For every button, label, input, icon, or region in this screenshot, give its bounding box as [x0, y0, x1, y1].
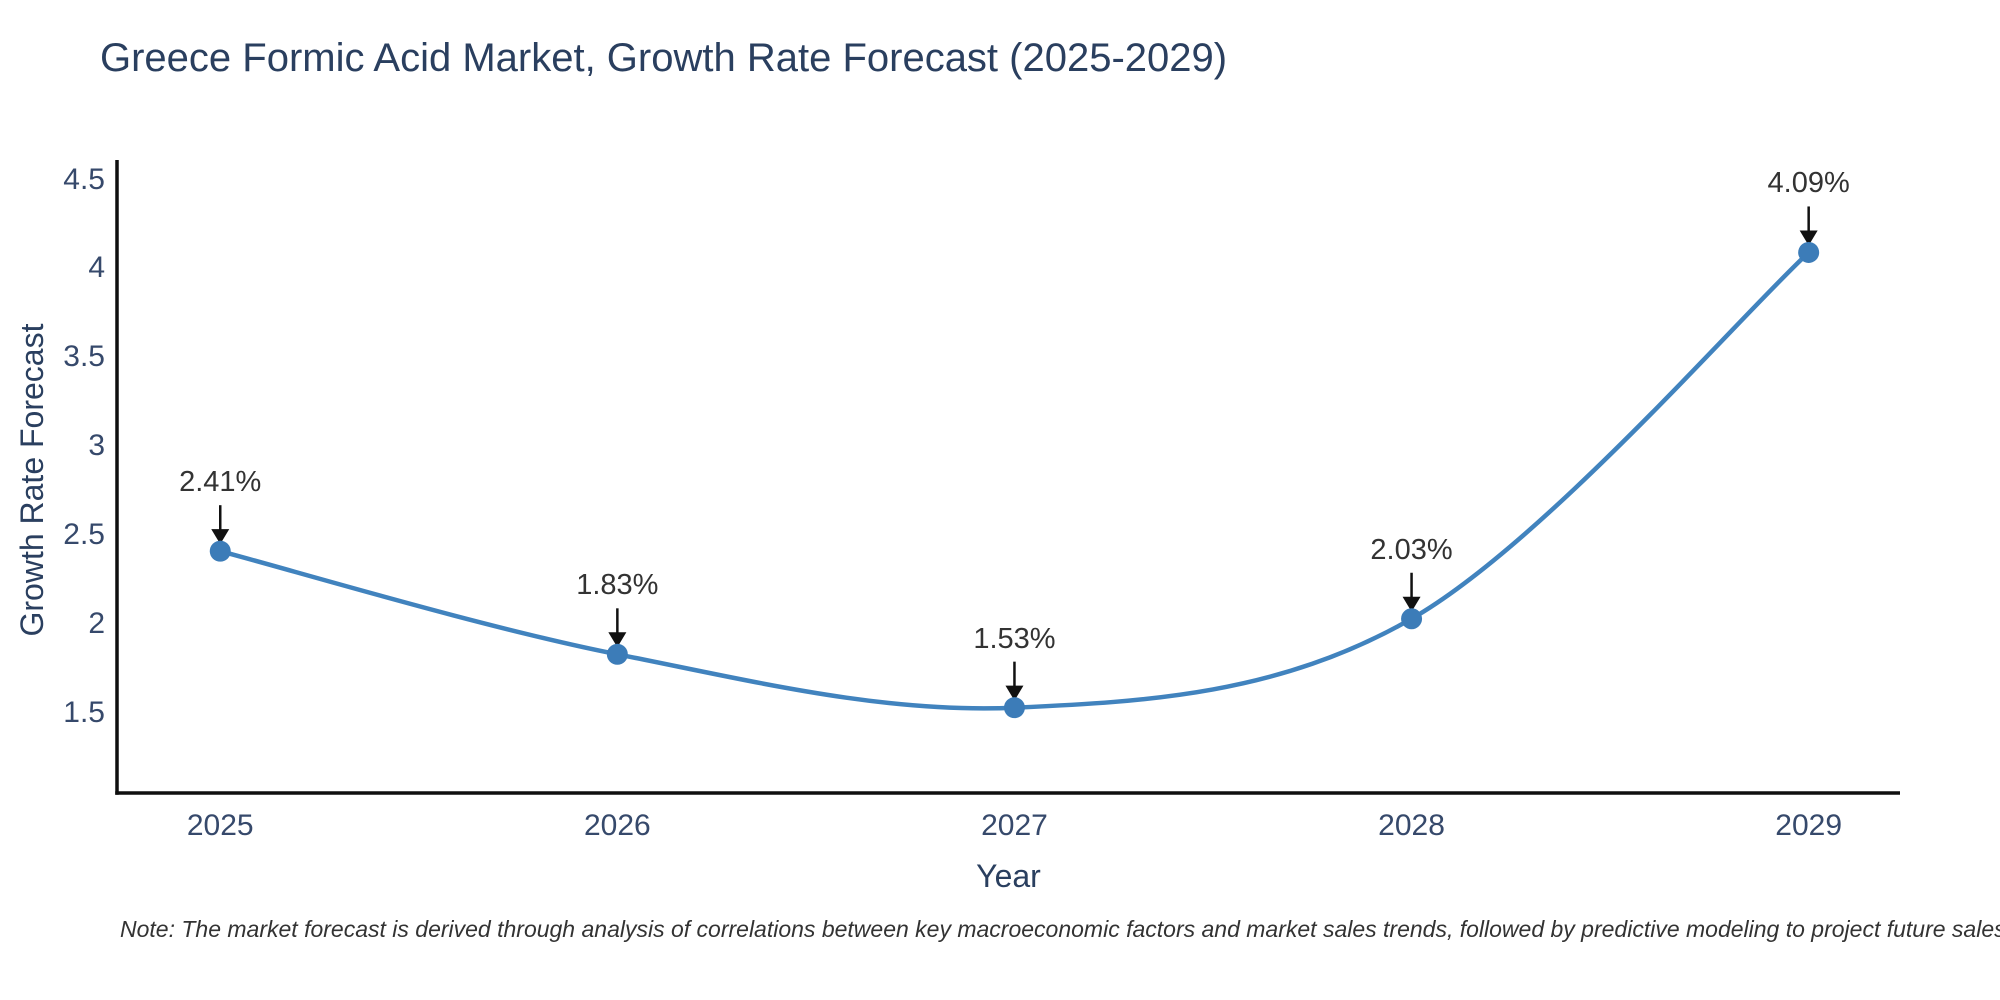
x-tick-label: 2028	[1378, 809, 1445, 842]
y-tick-label: 3.5	[63, 340, 105, 374]
annotation-arrow-head	[1005, 685, 1024, 701]
data-point-marker	[1401, 608, 1423, 630]
data-point-marker	[1003, 697, 1025, 719]
y-tick-label: 4.5	[63, 162, 105, 196]
x-axis-title: Year	[976, 858, 1041, 894]
y-tick-label: 2	[88, 607, 105, 641]
y-tick-label: 1.5	[63, 695, 105, 729]
annotation-arrow-head	[1799, 230, 1818, 246]
data-point-marker	[606, 643, 628, 665]
x-tick-label: 2029	[1775, 809, 1843, 842]
annotation-arrow-head	[608, 632, 627, 648]
data-point-marker	[209, 540, 231, 562]
y-tick-label: 3	[88, 429, 105, 463]
footnote: Note: The market forecast is derived thr…	[120, 916, 2000, 942]
y-tick-label: 4	[88, 251, 105, 285]
chart-title: Greece Formic Acid Market, Growth Rate F…	[100, 36, 1228, 80]
point-value-label: 4.09%	[1767, 167, 1850, 200]
point-value-label: 1.53%	[973, 622, 1056, 655]
data-point-marker	[1798, 241, 1820, 263]
annotation-arrow-head	[211, 529, 230, 545]
point-value-label: 1.83%	[576, 569, 659, 602]
point-value-label: 2.03%	[1370, 533, 1453, 566]
y-axis-title: Growth Rate Forecast	[14, 323, 50, 637]
x-tick-label: 2026	[583, 809, 651, 842]
x-tick-label: 2027	[981, 809, 1048, 842]
annotation-arrow-head	[1402, 596, 1421, 612]
point-value-label: 2.41%	[179, 466, 262, 499]
y-tick-label: 2.5	[63, 518, 105, 552]
x-tick-label: 2025	[186, 809, 254, 842]
